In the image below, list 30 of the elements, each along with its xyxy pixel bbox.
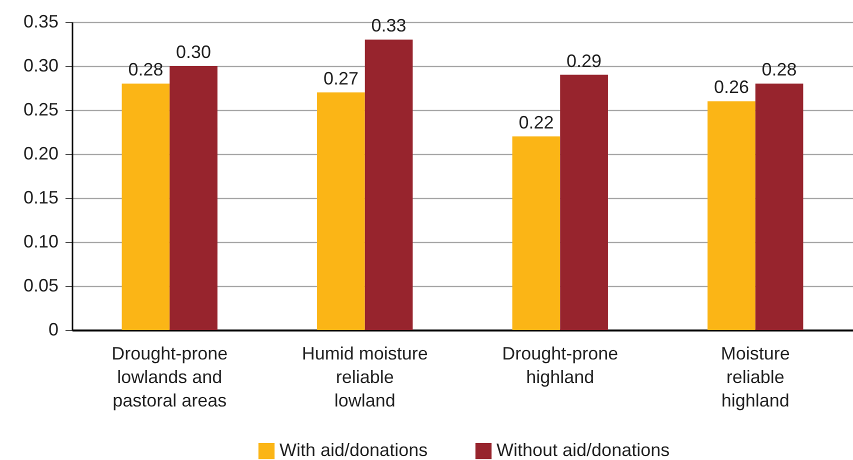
bar xyxy=(755,84,804,330)
y-tick-label: 0.05 xyxy=(23,276,58,296)
y-tick-label: 0.25 xyxy=(23,100,58,120)
legend-label: Without aid/donations xyxy=(496,440,670,460)
x-tick-label: Drought-prone highland xyxy=(502,344,618,387)
legend-label: With aid/donations xyxy=(280,440,428,460)
bar xyxy=(170,66,218,330)
x-tick-label: Humid moisture reliable lowland xyxy=(302,344,428,410)
bar xyxy=(364,40,413,330)
data-label: 0.30 xyxy=(176,42,212,62)
data-label: 0.26 xyxy=(714,77,749,98)
bar xyxy=(122,84,170,330)
data-label: 0.27 xyxy=(323,68,358,88)
bar xyxy=(560,74,608,330)
y-tick-label: 0.10 xyxy=(23,232,58,252)
bar xyxy=(317,92,365,330)
y-tick-label: 0.15 xyxy=(23,188,58,208)
data-label: 0.33 xyxy=(371,16,406,36)
y-tick-label: 0.35 xyxy=(23,12,58,32)
y-tick-label: 0 xyxy=(48,320,58,340)
data-label: 0.22 xyxy=(518,112,554,132)
y-tick-label: 0.30 xyxy=(23,56,58,76)
data-label: 0.28 xyxy=(128,60,164,80)
bar xyxy=(512,136,560,330)
y-tick-label: 0.20 xyxy=(23,144,58,164)
data-label: 0.28 xyxy=(762,60,797,80)
x-tick-label: Moisture reliable highland xyxy=(720,344,790,410)
x-tick-label: Drought-prone lowlands and pastoral areas xyxy=(112,344,228,410)
bar xyxy=(708,101,756,330)
data-label: 0.29 xyxy=(566,50,602,71)
